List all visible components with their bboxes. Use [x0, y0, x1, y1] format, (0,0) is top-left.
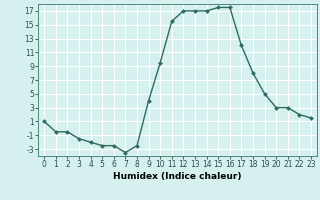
X-axis label: Humidex (Indice chaleur): Humidex (Indice chaleur) — [113, 172, 242, 181]
